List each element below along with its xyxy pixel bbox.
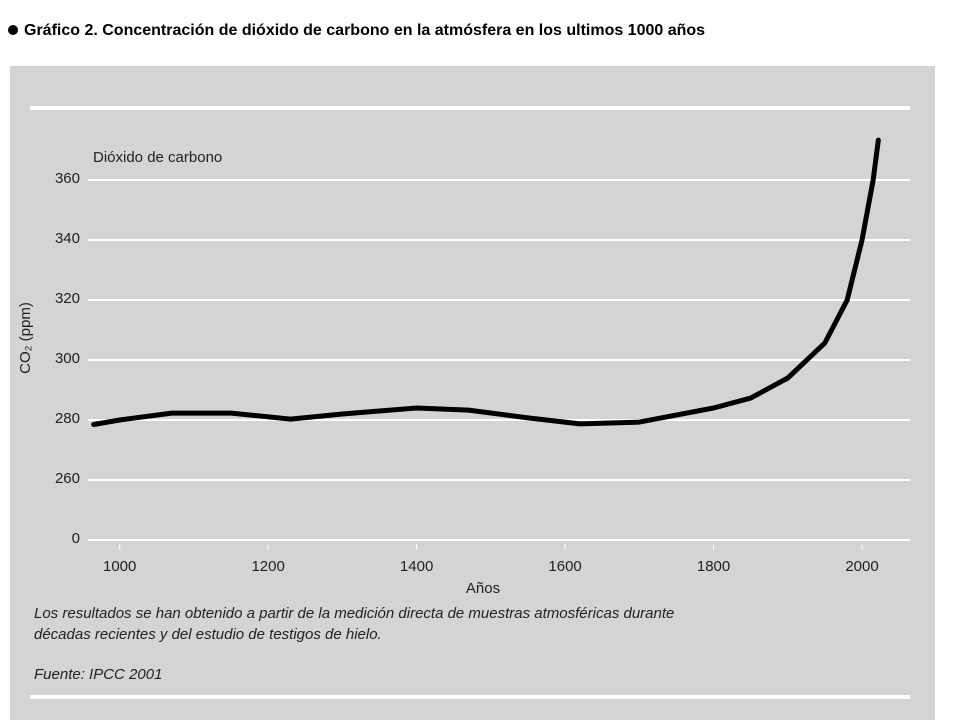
note-line: Los resultados se han obtenido a partir … — [34, 605, 674, 622]
data-line — [91, 137, 881, 427]
x-tick-label: 2000 — [845, 558, 878, 575]
y-axis-label: CO₂ (ppm) — [17, 302, 34, 374]
x-tick-label: 1400 — [400, 558, 433, 575]
y-tick-label: 340 — [55, 230, 80, 247]
x-tick-label: 1000 — [103, 558, 136, 575]
source: Fuente: IPCC 2001 — [34, 666, 162, 683]
y-tick-label: 280 — [55, 410, 80, 427]
x-tick-label: 1200 — [251, 558, 284, 575]
y-tick-label: 320 — [55, 290, 80, 307]
note-line: décadas recientes y del estudio de testi… — [34, 626, 382, 643]
chart-title: Gráfico 2. Concentración de dióxido de c… — [24, 22, 705, 39]
series-label: Dióxido de carbono — [93, 149, 222, 166]
title-bullet — [8, 25, 18, 35]
y-tick-label: 260 — [55, 470, 80, 487]
x-axis-label: Años — [466, 580, 500, 597]
chart-panel — [10, 66, 935, 720]
y-tick-label: 0 — [72, 530, 80, 547]
x-tick-label: 1600 — [548, 558, 581, 575]
y-tick-label: 300 — [55, 350, 80, 367]
y-tick-label: 360 — [55, 170, 80, 187]
x-tick-label: 1800 — [697, 558, 730, 575]
